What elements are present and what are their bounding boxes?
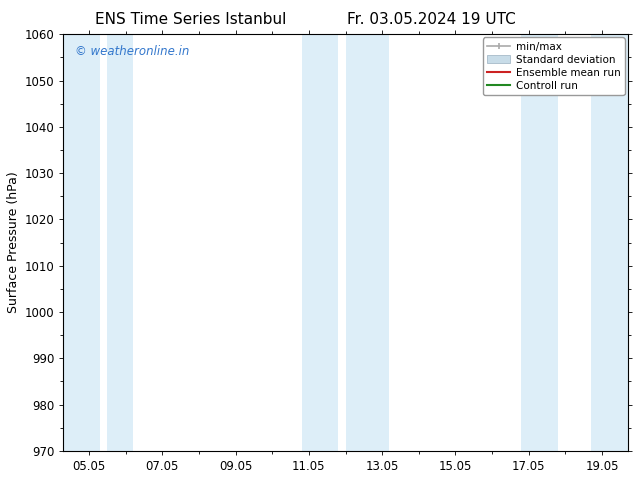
Text: © weatheronline.in: © weatheronline.in [75,45,189,58]
Bar [521,34,558,451]
Bar [346,34,389,451]
Bar [302,34,338,451]
Y-axis label: Surface Pressure (hPa): Surface Pressure (hPa) [8,172,20,314]
Bar [63,34,100,451]
Bar [107,34,133,451]
Text: Fr. 03.05.2024 19 UTC: Fr. 03.05.2024 19 UTC [347,12,515,27]
Legend: min/max, Standard deviation, Ensemble mean run, Controll run: min/max, Standard deviation, Ensemble me… [483,37,624,95]
Text: ENS Time Series Istanbul: ENS Time Series Istanbul [94,12,286,27]
Bar [591,34,628,451]
